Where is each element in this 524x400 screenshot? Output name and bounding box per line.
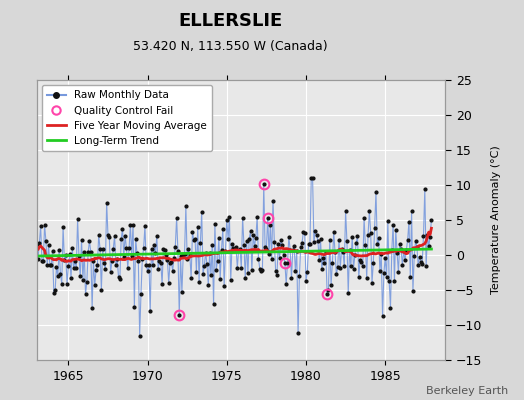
Y-axis label: Temperature Anomaly (°C): Temperature Anomaly (°C) [490,146,500,294]
Text: Berkeley Earth: Berkeley Earth [426,386,508,396]
Text: ELLERSLIE: ELLERSLIE [179,12,282,30]
Legend: Raw Monthly Data, Quality Control Fail, Five Year Moving Average, Long-Term Tren: Raw Monthly Data, Quality Control Fail, … [42,85,212,151]
Text: 53.420 N, 113.550 W (Canada): 53.420 N, 113.550 W (Canada) [133,40,328,53]
